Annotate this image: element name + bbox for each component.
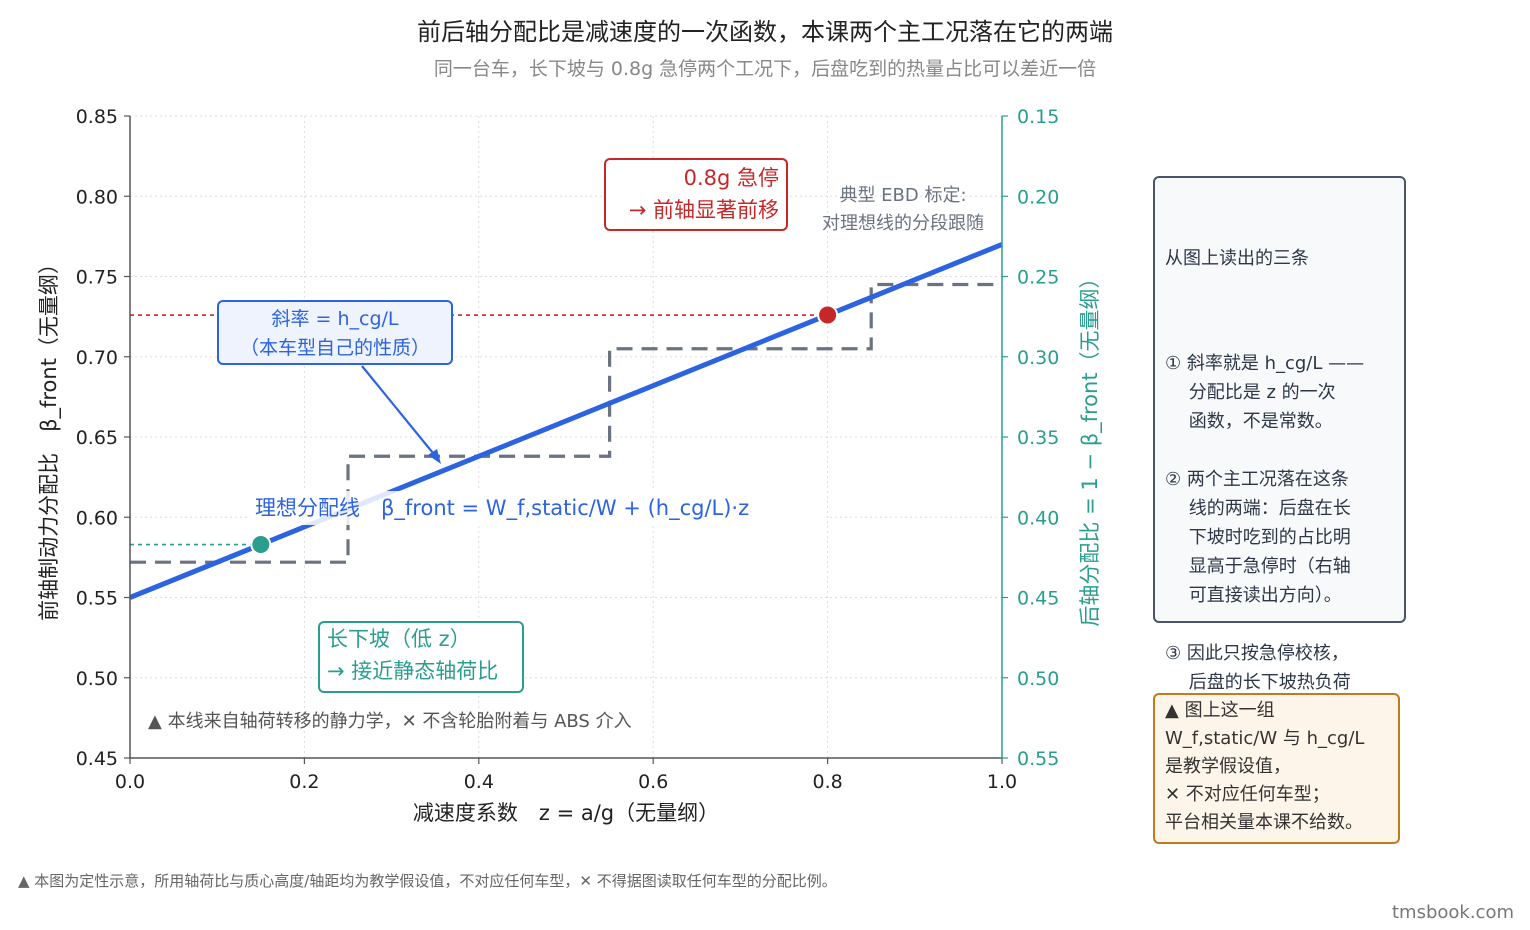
hard-stop-box xyxy=(604,158,788,231)
y2-tick-label: 0.15 xyxy=(1017,106,1059,128)
y-tick-label: 0.70 xyxy=(76,347,118,369)
y2-tick-label: 0.45 xyxy=(1017,588,1059,610)
ideal-distribution-line xyxy=(129,242,1003,600)
reading-notes-title: 从图上读出的三条 xyxy=(1165,248,1309,269)
axes: 0.0 0.2 0.4 0.6 0.8 1.0 0.45 0.50 0.55 0.60 0.65 0.… xyxy=(37,106,1103,825)
assumption-box: ▲ 图上这一组 W_f,static/W 与 h_cg/L 是教学假设值， ✕ … xyxy=(1153,693,1400,844)
ebd-label: 典型 EBD 标定:对理想线的分段跟随 xyxy=(822,185,984,234)
y-tick-label: 0.65 xyxy=(76,427,118,449)
annotations: 理想分配线 β_front = W_f,static/W + (h_cg/L)·… xyxy=(148,158,984,732)
downhill-point xyxy=(250,534,272,556)
y-tick-label: 0.85 xyxy=(76,106,118,128)
slope-arrow-head xyxy=(428,449,441,464)
reading-notes-body: ① 斜率就是 h_cg/L —— 分配比是 z 的一次 函数，不是常数。 ② 两… xyxy=(1165,353,1365,722)
in-plot-note: ▲ 本线来自轴荷转移的静力学，✕ 不含轮胎附着与 ABS 介入 xyxy=(148,711,632,732)
downhill-box xyxy=(318,621,524,693)
x-tick-label: 0.6 xyxy=(638,771,668,793)
y-tick-label: 0.50 xyxy=(76,668,118,690)
footnote: ▲ 本图为定性示意，所用轴荷比与质心高度/轴距均为教学假设值，不对应任何车型，✕… xyxy=(18,872,837,890)
x-axis-label: 减速度系数 z = a/g（无量纲） xyxy=(413,801,719,825)
y2-tick-label: 0.30 xyxy=(1017,347,1059,369)
x-tick-label: 0.0 xyxy=(115,771,145,793)
slope-box xyxy=(217,300,453,365)
x-tick-label: 0.8 xyxy=(812,771,842,793)
slope-label: 斜率 = h_cg/L （本车型自己的性质） xyxy=(240,308,430,359)
hard-stop-point xyxy=(817,304,839,326)
y2-tick-label: 0.20 xyxy=(1017,186,1059,208)
x-tick-label: 1.0 xyxy=(987,771,1017,793)
hard-stop-label: 0.8g 急停→ 前轴显著前移 xyxy=(629,166,779,222)
reading-notes-box: 从图上读出的三条 ① 斜率就是 h_cg/L —— 分配比是 z 的一次 函数，… xyxy=(1153,176,1406,722)
series-layer xyxy=(129,242,1003,600)
guide-lines xyxy=(130,314,828,546)
y2-tick-label: 0.35 xyxy=(1017,427,1059,449)
y-tick-label: 0.60 xyxy=(76,507,118,529)
chart-subtitle: 同一台车，长下坡与 0.8g 急停两个工况下，后盘吃到的热量占比可以差近一倍 xyxy=(434,58,1096,80)
downhill-label: 长下坡（低 z）→ 接近静态轴荷比 xyxy=(327,627,498,683)
y2-axis-label: 后轴分配比 = 1 − β_front（无量纲） xyxy=(1078,267,1103,626)
watermark: tmsbook.com xyxy=(1391,902,1514,923)
slope-arrow-line xyxy=(361,365,438,459)
ideal-line-label: 理想分配线 β_front = W_f,static/W + (h_cg/L)·… xyxy=(255,496,749,521)
y2-tick-label: 0.40 xyxy=(1017,507,1059,529)
y2-tick-label: 0.50 xyxy=(1017,668,1059,690)
chart-title: 前后轴分配比是减速度的一次函数，本课两个主工况落在它的两端 xyxy=(417,18,1113,46)
y-tick-label: 0.45 xyxy=(76,748,118,770)
ideal-line-label-bg xyxy=(249,491,827,525)
y-tick-label: 0.75 xyxy=(76,267,118,289)
x-tick-label: 0.2 xyxy=(289,771,319,793)
y-tick-label: 0.55 xyxy=(76,588,118,610)
y-tick-label: 0.80 xyxy=(76,186,118,208)
y-axis-label: 前轴制动力分配比 β_front（无量纲） xyxy=(37,253,62,621)
x-tick-label: 0.4 xyxy=(464,771,494,793)
y2-tick-label: 0.55 xyxy=(1017,748,1059,770)
y2-tick-label: 0.25 xyxy=(1017,267,1059,289)
